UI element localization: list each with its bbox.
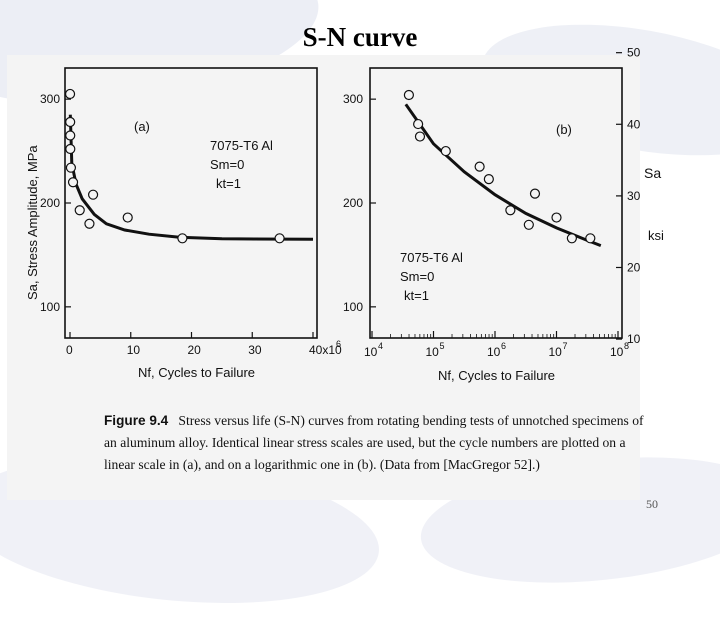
panel-a-x-axis-label: Nf, Cycles to Failure xyxy=(138,365,255,380)
panel-b-x-tick-exponent: 5 xyxy=(440,341,445,351)
panel-b-data-point xyxy=(413,118,424,130)
panel-a-y-tick-label: 100 xyxy=(40,300,60,314)
panel-b-data-point xyxy=(483,174,494,185)
panel-a-data-point xyxy=(67,177,79,188)
page-number: 50 xyxy=(646,497,658,511)
figure-caption: Figure 9.4 Stress versus life (S-N) curv… xyxy=(104,410,649,476)
panel-a-data-point xyxy=(65,143,76,155)
panel-b-right-y-tick-label: 30 xyxy=(627,189,641,203)
panel-a-y-axis-label: Sa, Stress Amplitude, MPa xyxy=(25,145,40,300)
panel-b-data-point xyxy=(523,219,534,230)
panel-b-data-point xyxy=(505,205,516,216)
panel-b-right-y-tick-label: 50 xyxy=(627,46,641,60)
panel-a-annotation-sm: Sm=0 xyxy=(210,157,244,172)
panel-a-x-multiplier-exponent: 6 xyxy=(336,339,341,349)
caption-label: Figure 9.4 xyxy=(104,413,169,428)
panel-a-data-point xyxy=(274,233,285,244)
panel-a-data-point xyxy=(122,212,133,223)
panel-b-data-point xyxy=(566,233,577,244)
panel-b-data-point xyxy=(440,145,451,157)
panel-b-x-tick-exponent: 6 xyxy=(501,341,506,351)
panel-a-data-point xyxy=(65,116,76,128)
panel-b: (b) 7075-T6 Al Sm=0 kt=1 Sa ksi Nf, Cycl… xyxy=(369,67,664,383)
caption-text: Stress versus life (S-N) curves from rot… xyxy=(104,413,644,472)
panel-b-fit-curve xyxy=(404,103,602,247)
panel-a-data-point xyxy=(87,189,99,200)
panel-b-x-axis-label: Nf, Cycles to Failure xyxy=(438,368,555,383)
panel-a-data-point xyxy=(84,218,95,229)
panel-a-data-point xyxy=(177,233,188,244)
panel-b-right-y-tick-label: 40 xyxy=(627,117,641,131)
panel-a-data-point xyxy=(65,162,77,173)
panel-b-y-tick-label: 300 xyxy=(343,92,363,106)
panel-b-x-tick-exponent: 7 xyxy=(563,341,568,351)
panel-a: (a) 7075-T6 Al Sm=0 kt=1 Sa, Stress Ampl… xyxy=(25,67,341,380)
panel-b-right-y-tick-label: 20 xyxy=(627,260,641,274)
panel-b-x-tick-exponent: 8 xyxy=(624,341,629,351)
panel-b-x-tick-label: 10 xyxy=(426,345,440,359)
panel-b-data-point xyxy=(551,212,562,223)
panel-a-x-tick-label: 10 xyxy=(127,343,141,357)
panel-b-x-tick-label: 10 xyxy=(364,345,378,359)
panel-a-plot-frame xyxy=(64,67,318,339)
panel-a-x-tick-label: 20 xyxy=(188,343,202,357)
panel-b-data-point xyxy=(414,131,426,142)
panel-b-right-axis-label-sa: Sa xyxy=(644,165,661,181)
panel-b-right-y-tick-label: 10 xyxy=(627,332,641,346)
panel-b-annotation-sm: Sm=0 xyxy=(400,269,434,284)
panel-b-data-point xyxy=(585,233,596,244)
figure-scan xyxy=(7,55,640,500)
panel-b-data-point xyxy=(474,161,485,172)
panel-a-fit-curve xyxy=(68,114,314,241)
panel-a-data-point xyxy=(65,130,76,141)
panel-b-x-tick-label: 10 xyxy=(549,345,563,359)
panel-b-data-point xyxy=(403,89,414,101)
sn-charts: (a) 7075-T6 Al Sm=0 kt=1 Sa, Stress Ampl… xyxy=(25,46,664,383)
panel-b-right-axis-label-ksi: ksi xyxy=(648,228,664,243)
panel-b-data-point xyxy=(529,188,541,199)
panel-a-annotation-kt: kt=1 xyxy=(216,176,241,191)
panel-b-y-tick-label: 100 xyxy=(343,300,363,314)
panel-b-x-tick-exponent: 4 xyxy=(378,341,383,351)
panel-a-material: 7075-T6 Al xyxy=(210,138,273,153)
panel-b-material: 7075-T6 Al xyxy=(400,250,463,265)
panel-b-x-tick-label: 10 xyxy=(610,345,624,359)
panel-a-data-point xyxy=(64,88,76,100)
panel-a-x-tick-label: 0 xyxy=(66,343,73,357)
panel-a-x-tick-label: 40x10 xyxy=(309,343,342,357)
panel-a-label: (a) xyxy=(134,119,150,134)
panel-b-annotation-kt: kt=1 xyxy=(404,288,429,303)
panel-a-x-tick-label: 30 xyxy=(248,343,262,357)
panel-a-y-tick-label: 200 xyxy=(40,196,60,210)
panel-b-x-tick-label: 10 xyxy=(487,345,501,359)
panel-b-label: (b) xyxy=(556,122,572,137)
panel-a-y-tick-label: 300 xyxy=(40,92,60,106)
panel-a-data-point xyxy=(74,205,85,216)
panel-b-y-tick-label: 200 xyxy=(343,196,363,210)
slide-title: S-N curve xyxy=(302,22,418,52)
